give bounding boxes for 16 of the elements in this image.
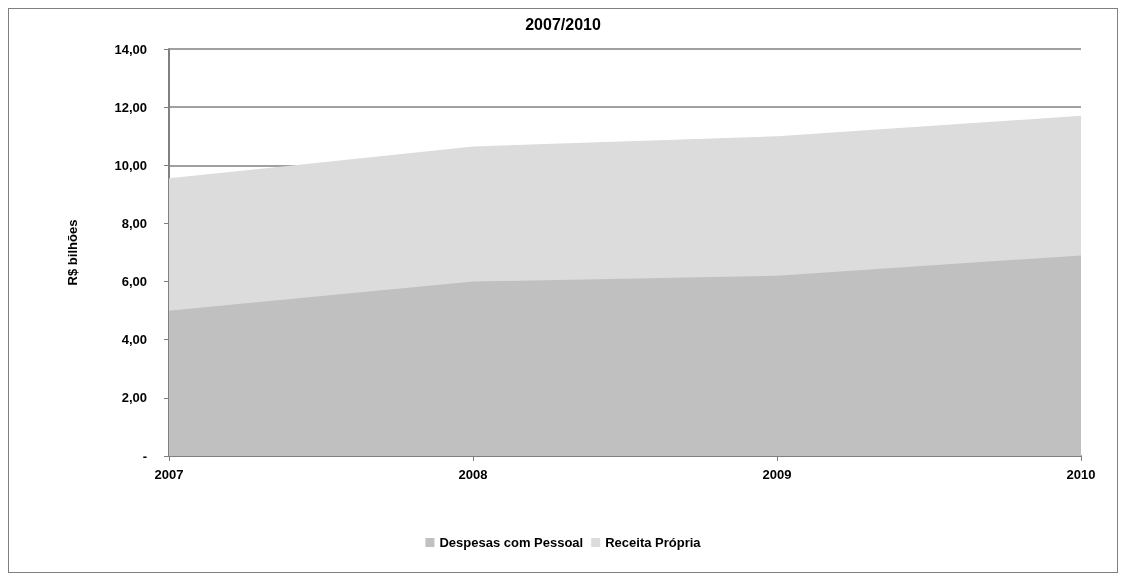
y-axis-title: R$ bilhões xyxy=(65,219,80,286)
y-tick-label: 6,00 xyxy=(121,274,147,290)
legend-label: Receita Própria xyxy=(605,535,702,550)
y-tick-label: 12,00 xyxy=(114,99,147,115)
x-tick-label: 2008 xyxy=(458,467,488,482)
y-tick-label: 8,00 xyxy=(121,215,147,231)
legend-label: Despesas com Pessoal xyxy=(439,535,584,550)
x-tick-label: 2010 xyxy=(1066,467,1096,482)
y-tick-label: 14,00 xyxy=(114,41,147,57)
y-tick-label: 2,00 xyxy=(121,390,147,406)
y-tick-label: 10,00 xyxy=(114,157,147,173)
x-tick-label: 2007 xyxy=(154,467,184,482)
chart-title: 2007/2010 xyxy=(525,15,601,33)
y-tick-label: - xyxy=(142,448,147,464)
y-tick-label: 4,00 xyxy=(121,332,147,348)
x-tick-label: 2009 xyxy=(762,467,792,482)
